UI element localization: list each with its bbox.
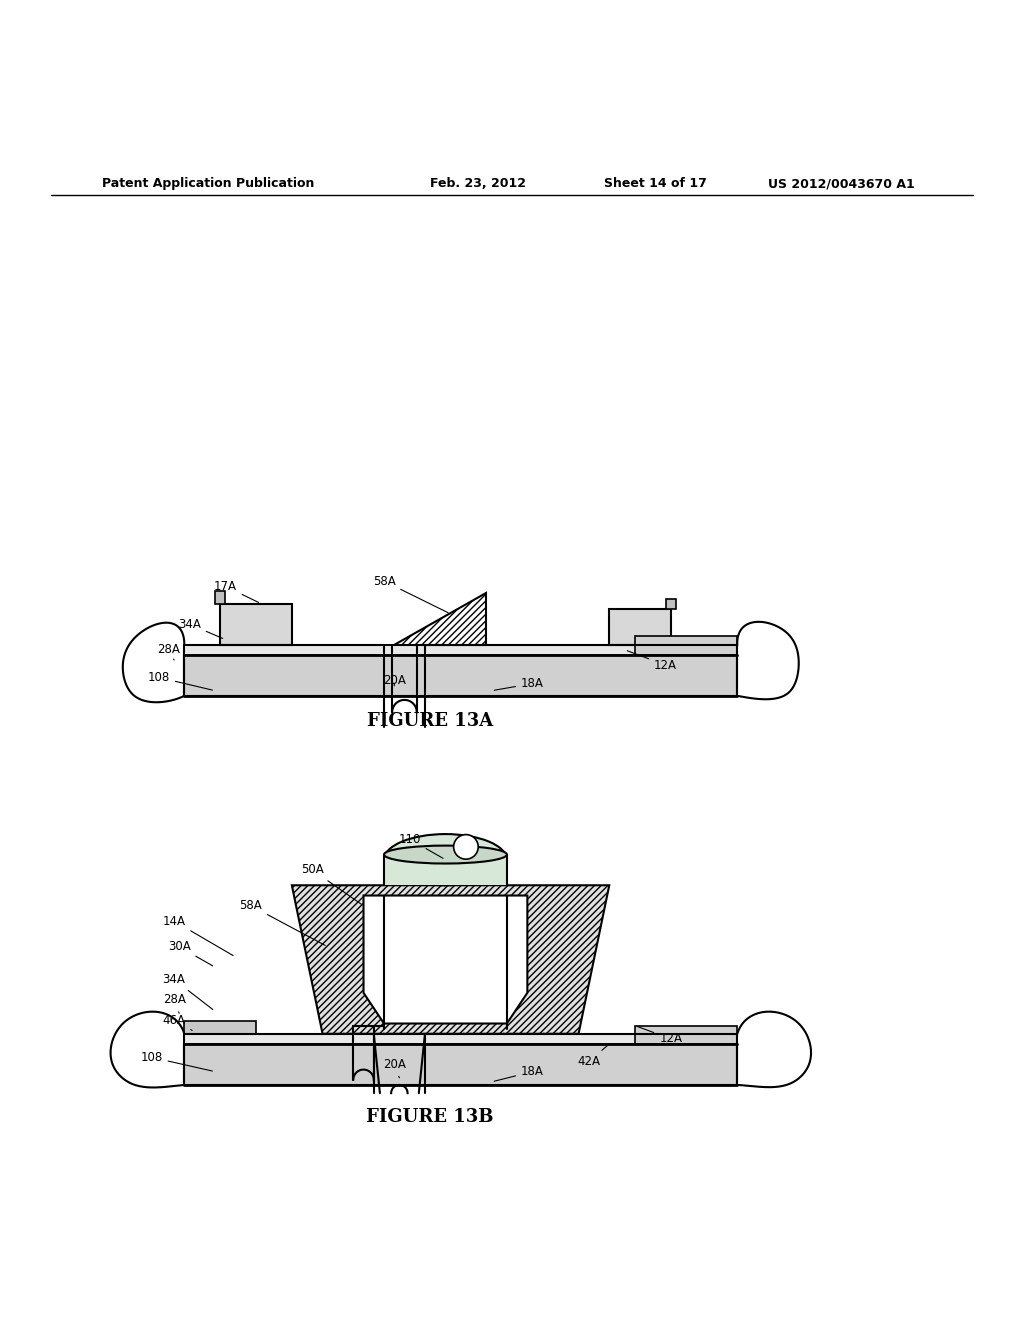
Ellipse shape [384, 846, 507, 863]
Text: 110: 110 [398, 833, 443, 858]
Text: 12A: 12A [628, 651, 677, 672]
Polygon shape [394, 594, 486, 644]
Text: 46A: 46A [163, 1014, 193, 1031]
Text: FIGURE 13A: FIGURE 13A [367, 713, 494, 730]
Bar [220, 603, 292, 644]
Bar [666, 598, 676, 609]
Bar [635, 1026, 737, 1044]
Polygon shape [292, 886, 609, 1034]
Bar [184, 644, 737, 655]
Circle shape [454, 834, 478, 859]
Text: Patent Application Publication: Patent Application Publication [102, 177, 314, 190]
Text: FIGURE 13B: FIGURE 13B [367, 1107, 494, 1126]
Bar [215, 591, 225, 603]
Text: 50A: 50A [301, 863, 361, 904]
Ellipse shape [384, 834, 507, 886]
Text: 108: 108 [140, 1051, 212, 1071]
Text: Sheet 14 of 17: Sheet 14 of 17 [604, 177, 707, 190]
Text: 14A: 14A [163, 915, 233, 956]
Text: 58A: 58A [373, 574, 449, 612]
Text: 108: 108 [147, 671, 212, 690]
Text: 58A: 58A [240, 899, 326, 945]
Text: 42A: 42A [578, 1045, 607, 1068]
Text: 18A: 18A [495, 677, 544, 690]
Bar [184, 655, 737, 696]
Bar [184, 1044, 737, 1085]
Text: 12A: 12A [638, 1027, 682, 1045]
Text: US 2012/0043670 A1: US 2012/0043670 A1 [768, 177, 914, 190]
Text: 20A: 20A [383, 1059, 406, 1078]
Text: 34A: 34A [178, 618, 223, 639]
Bar [609, 609, 671, 644]
Bar [635, 636, 737, 655]
Text: 30A: 30A [168, 940, 213, 966]
Text: 17A: 17A [214, 579, 259, 602]
Text: 34A: 34A [163, 973, 213, 1010]
Text: 20A: 20A [383, 675, 406, 686]
Bar [184, 1022, 256, 1034]
Text: 28A: 28A [158, 643, 180, 660]
Text: Feb. 23, 2012: Feb. 23, 2012 [430, 177, 526, 190]
Text: 18A: 18A [495, 1065, 544, 1081]
Bar [184, 1034, 737, 1044]
Bar [384, 854, 507, 886]
Polygon shape [364, 895, 527, 1023]
Text: 28A: 28A [163, 994, 185, 1014]
